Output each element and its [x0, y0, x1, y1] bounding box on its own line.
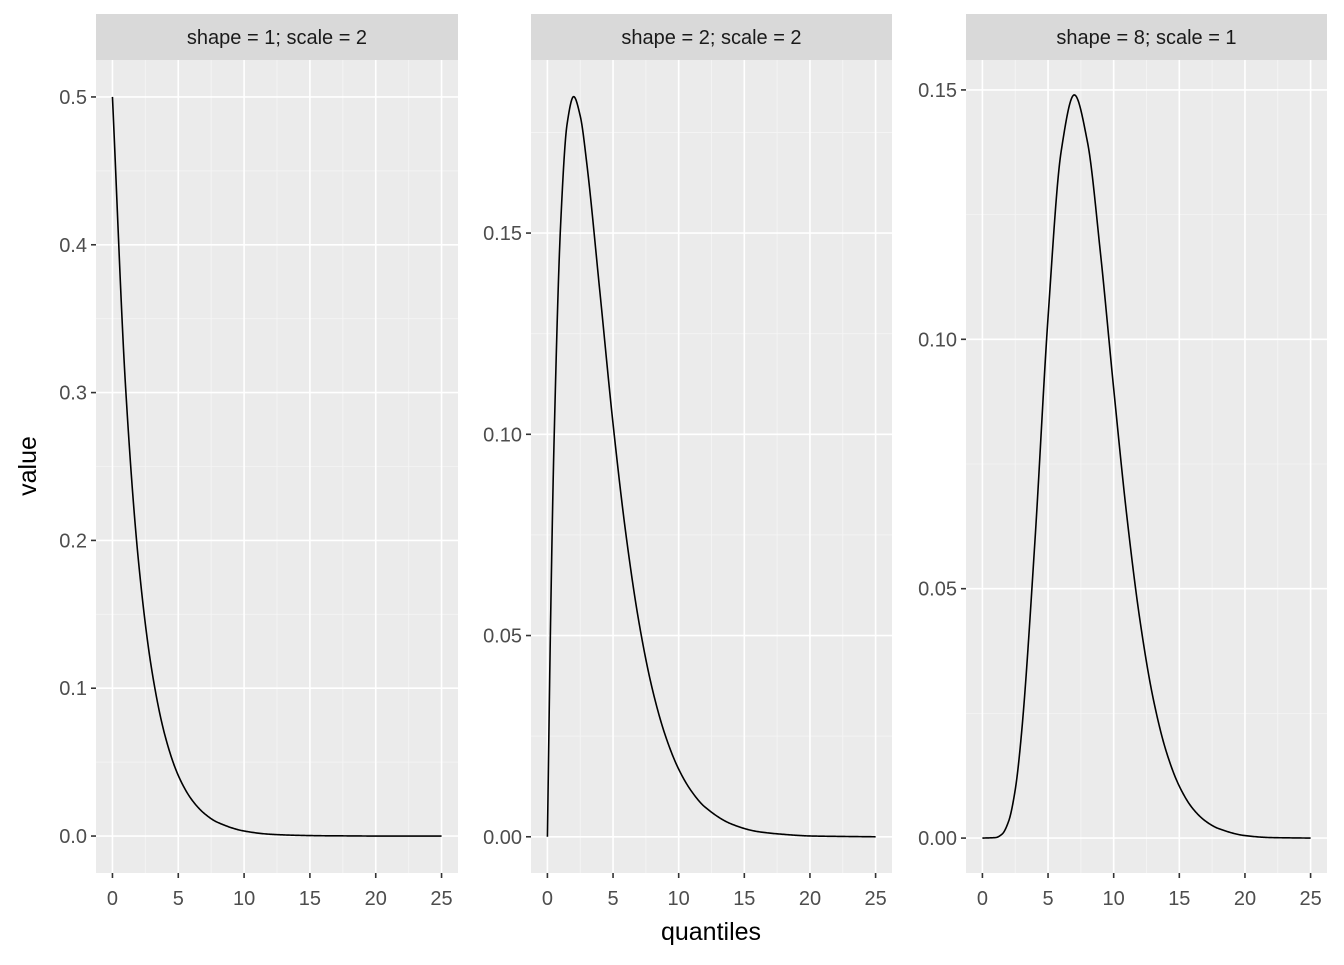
y-tick-label: 0.05 [918, 579, 957, 601]
y-tick-label: 0.15 [918, 80, 957, 102]
y-tick-label: 0.2 [59, 530, 87, 552]
facet-strip-label: shape = 2; scale = 2 [621, 27, 801, 49]
x-tick-label: 25 [864, 888, 886, 910]
x-tick-label: 20 [365, 888, 387, 910]
x-tick-label: 5 [607, 888, 618, 910]
y-tick-label: 0.00 [918, 828, 957, 850]
x-tick-label: 0 [977, 888, 988, 910]
x-tick-label: 5 [173, 888, 184, 910]
y-tick-label: 0.4 [59, 235, 87, 257]
facet-panel-3: shape = 8; scale = 1 0.00 0.05 0.10 0.15 0 5 10… [918, 14, 1327, 910]
y-axis-title: value [14, 436, 42, 496]
x-tick-label: 25 [1299, 888, 1321, 910]
facet-strip-label: shape = 1; scale = 2 [187, 27, 367, 49]
x-tick-label: 5 [1042, 888, 1053, 910]
y-tick-label: 0.0 [59, 826, 87, 848]
y-tick-label: 0.10 [483, 424, 522, 446]
x-tick-label: 15 [1168, 888, 1190, 910]
x-tick-label: 10 [233, 888, 255, 910]
x-tick-label: 15 [299, 888, 321, 910]
y-tick-label: 0.1 [59, 678, 87, 700]
x-tick-label: 20 [1234, 888, 1256, 910]
y-tick-label: 0.00 [483, 827, 522, 849]
facet-strip-label: shape = 8; scale = 1 [1056, 27, 1236, 49]
y-tick-label: 0.10 [918, 329, 957, 351]
facet-panel-2: shape = 2; scale = 2 0.00 0.05 0.10 0.15 0 5 10… [483, 14, 892, 910]
x-tick-label: 10 [1103, 888, 1125, 910]
y-tick-label: 0.3 [59, 383, 87, 405]
x-tick-label: 10 [668, 888, 690, 910]
x-tick-label: 0 [107, 888, 118, 910]
x-tick-label: 0 [542, 888, 553, 910]
y-tick-label: 0.05 [483, 626, 522, 648]
x-tick-label: 20 [799, 888, 821, 910]
y-tick-label: 0.5 [59, 87, 87, 109]
y-tick-label: 0.15 [483, 223, 522, 245]
x-tick-label: 25 [430, 888, 452, 910]
x-axis-title: quantiles [661, 918, 761, 946]
facet-panel-1: shape = 1; scale = 2 0.0 0.1 0.2 0.3 0.4 0.5 0 5… [59, 14, 458, 910]
x-tick-label: 15 [733, 888, 755, 910]
